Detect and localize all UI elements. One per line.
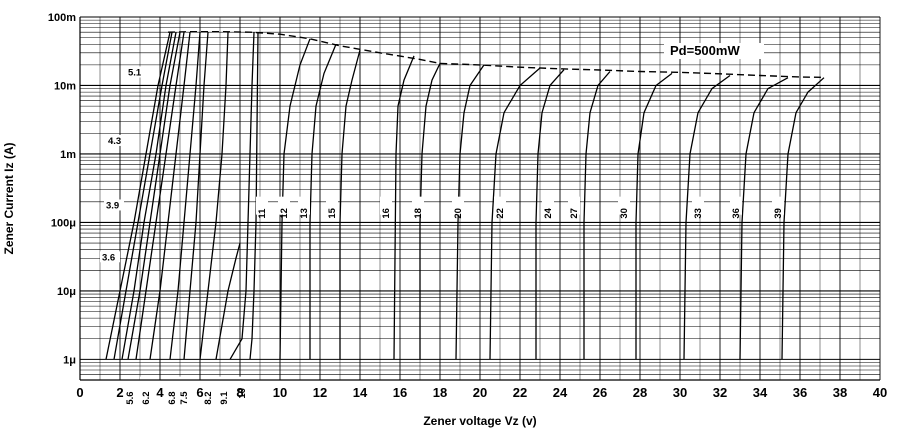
y-axis-label: Zener Current Iz (A) xyxy=(2,142,16,254)
curve-label-7.5: 7.5 xyxy=(179,391,190,405)
axis-layer: 0 2 4 6 8 10 12 14 16 18 20 22 24 26 28 30 32 34 36 38 401μ1… xyxy=(48,12,887,400)
x-tick-label: 22 xyxy=(513,385,527,400)
curve-label-11: 11 xyxy=(257,208,268,219)
x-tick-label: 26 xyxy=(593,385,607,400)
zener-curve-4.3 xyxy=(122,32,176,359)
x-tick-label: 28 xyxy=(633,385,647,400)
x-tick-label: 2 xyxy=(116,385,123,400)
y-tick-label: 100m xyxy=(48,12,76,24)
x-tick-label: 16 xyxy=(393,385,407,400)
curve-label-13: 13 xyxy=(299,208,310,219)
curve-label-5.1: 5.1 xyxy=(128,67,142,78)
x-tick-label: 8 xyxy=(236,385,243,400)
x-tick-label: 38 xyxy=(833,385,847,400)
curve-label-3.9: 3.9 xyxy=(106,200,119,211)
x-tick-label: 4 xyxy=(156,385,164,400)
x-tick-label: 10 xyxy=(273,385,287,400)
zener-curve-10 xyxy=(230,32,254,359)
zener-curve-33 xyxy=(684,76,730,360)
x-tick-label: 24 xyxy=(553,385,568,400)
curve-label-20: 20 xyxy=(453,208,464,219)
curve-label-8.2: 8.2 xyxy=(203,391,214,404)
curve-layer xyxy=(106,32,824,360)
curve-label-33: 33 xyxy=(693,208,704,219)
curve-label-9.1: 9.1 xyxy=(219,391,230,405)
y-tick-label: 10μ xyxy=(57,286,76,298)
curve-label-30: 30 xyxy=(619,208,630,219)
zener-curve-39 xyxy=(782,78,824,360)
x-tick-label: 32 xyxy=(713,385,727,400)
x-tick-label: 18 xyxy=(433,385,447,400)
x-tick-label: 34 xyxy=(753,385,768,400)
zener-curve-30 xyxy=(636,73,672,359)
curve-label-22: 22 xyxy=(495,208,506,219)
x-tick-label: 12 xyxy=(313,385,327,400)
curve-label-18: 18 xyxy=(413,208,424,219)
curve-label-36: 36 xyxy=(731,208,742,219)
x-tick-label: 0 xyxy=(76,385,83,400)
curve-label-6.2: 6.2 xyxy=(141,391,152,404)
x-tick-label: 14 xyxy=(353,385,368,400)
y-tick-label: 10m xyxy=(54,80,76,92)
zener-curve-15 xyxy=(340,50,360,359)
zener-curve-11 xyxy=(250,32,258,359)
x-tick-label: 30 xyxy=(673,385,687,400)
y-tick-label: 1μ xyxy=(63,354,76,366)
curve-label-15: 15 xyxy=(327,207,338,218)
curve-label-6.8: 6.8 xyxy=(167,391,178,404)
x-axis-label: Zener voltage Vz (v) xyxy=(423,414,536,428)
y-tick-label: 100μ xyxy=(51,217,76,229)
curve-label-12: 12 xyxy=(279,208,290,219)
curve-label-4.3: 4.3 xyxy=(108,136,121,147)
curve-label-5.6: 5.6 xyxy=(125,391,136,404)
zener-curve-5.1 xyxy=(128,32,180,359)
curve-label-3.6: 3.6 xyxy=(102,252,115,263)
curve-label-27: 27 xyxy=(569,208,580,219)
curve-label-39: 39 xyxy=(773,208,784,219)
curve-label-24: 24 xyxy=(543,207,554,218)
x-tick-label: 40 xyxy=(873,385,887,400)
power-annotation: Pd=500mW xyxy=(670,43,740,58)
y-tick-label: 1m xyxy=(60,149,76,161)
zener-curve-9.1 xyxy=(216,243,240,359)
x-tick-label: 20 xyxy=(473,385,487,400)
zener-curve-27 xyxy=(584,72,610,360)
zener-curve-6.2 xyxy=(150,32,190,359)
x-tick-label: 36 xyxy=(793,385,807,400)
x-tick-label: 6 xyxy=(196,385,203,400)
zener-curve-16 xyxy=(394,56,414,360)
curve-label-16: 16 xyxy=(381,208,392,219)
